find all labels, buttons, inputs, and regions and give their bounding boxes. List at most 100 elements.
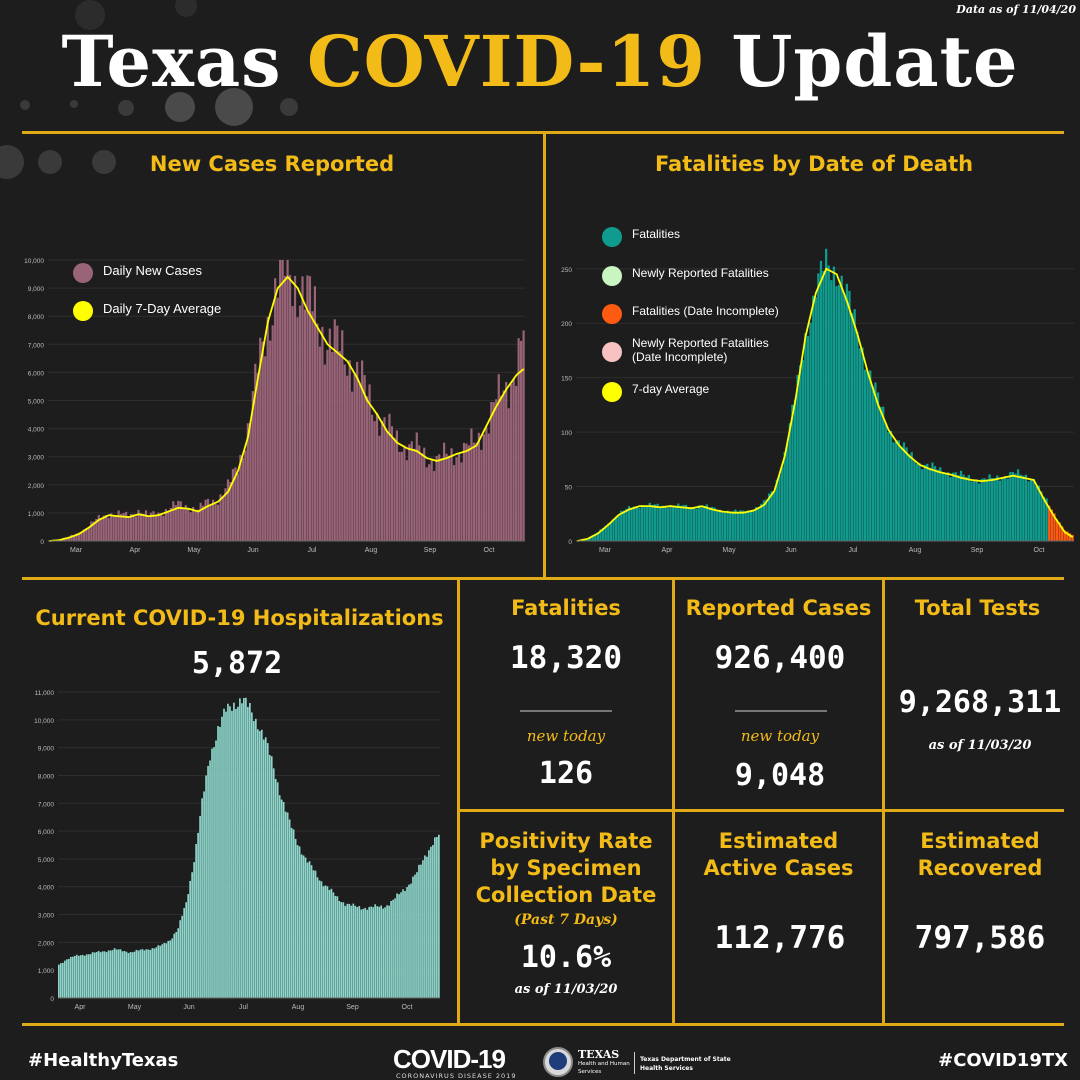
legend-newly-reported-incomplete: Newly Reported Fatalities (Date Incomple… <box>602 336 792 364</box>
data-bar <box>718 509 721 541</box>
x-tick-label: Oct <box>484 547 495 554</box>
data-bar <box>648 502 651 541</box>
data-bar <box>775 479 779 541</box>
data-bar <box>713 507 716 541</box>
data-bar <box>101 951 104 998</box>
data-bar <box>298 846 301 998</box>
positivity-label: Positivity Rate by Specimen Collection D… <box>460 828 672 909</box>
data-bar <box>147 515 150 541</box>
data-bar <box>87 954 90 998</box>
data-bar <box>211 748 213 998</box>
data-bar <box>219 494 222 541</box>
data-bar <box>1037 485 1040 541</box>
data-bar <box>871 386 874 541</box>
y-tick-label: 150 <box>561 376 572 383</box>
data-bar <box>726 510 729 541</box>
data-bar <box>207 498 210 541</box>
y-tick-label: 4,000 <box>28 427 45 434</box>
data-bar <box>812 295 815 541</box>
data-bar <box>522 330 525 541</box>
data-bar <box>972 480 976 541</box>
total-tests-value: 9,268,311 <box>898 685 1062 720</box>
data-bar <box>127 517 130 541</box>
data-bar <box>690 507 693 541</box>
data-bar <box>669 504 672 541</box>
data-bar <box>291 306 294 541</box>
data-bar <box>258 731 261 998</box>
data-bar <box>939 467 942 541</box>
data-bar <box>418 445 421 541</box>
data-bar <box>492 402 495 541</box>
data-bar <box>278 795 281 998</box>
data-bar <box>249 422 252 541</box>
data-bar <box>231 469 235 541</box>
data-bar <box>338 351 341 541</box>
data-bar <box>390 900 392 998</box>
cases-new-value: 9,048 <box>734 758 826 793</box>
data-bar <box>224 488 227 541</box>
data-bar <box>122 512 125 541</box>
data-bar <box>229 706 231 998</box>
y-tick-label: 7,000 <box>38 801 55 808</box>
data-bar <box>731 511 734 541</box>
data-bar <box>900 447 903 541</box>
data-bar <box>282 801 285 998</box>
fatalities-chart: 0 50 100 150 200 250 Mar Apr May Jun Jul Aug Sep Oct <box>561 248 1074 554</box>
data-bar <box>97 950 100 998</box>
data-bar <box>382 908 384 998</box>
data-bar <box>112 515 115 541</box>
data-bar <box>653 504 657 541</box>
data-bar <box>362 908 365 998</box>
data-bar <box>1045 498 1048 541</box>
data-bar <box>368 906 371 998</box>
data-bar <box>640 505 644 541</box>
x-tick-label: Sep <box>971 547 984 554</box>
data-bar <box>390 426 394 541</box>
data-bar <box>139 513 143 541</box>
data-bar <box>370 906 373 998</box>
title-update: Update <box>731 20 1019 103</box>
data-bar <box>266 316 269 541</box>
data-bar <box>778 474 781 541</box>
data-bar <box>375 412 379 541</box>
legend-dot-icon <box>602 342 622 362</box>
data-bar <box>404 891 406 998</box>
data-bar <box>227 703 229 998</box>
data-bar <box>744 512 747 541</box>
data-bar <box>125 951 128 998</box>
x-tick-label: Jul <box>849 547 858 554</box>
data-bar <box>326 349 329 541</box>
data-bar <box>311 311 314 541</box>
total-tests-label: Total Tests <box>914 596 1041 620</box>
positivity-label-line2: by Specimen <box>490 856 642 880</box>
data-bar <box>164 509 167 541</box>
x-tick-label: Mar <box>70 547 83 554</box>
data-bar <box>161 944 164 998</box>
data-bar <box>928 467 932 541</box>
data-bar <box>400 892 402 998</box>
data-bar <box>149 949 152 998</box>
data-bar <box>438 454 441 541</box>
data-bar <box>301 276 304 541</box>
data-bar <box>129 514 133 541</box>
data-bar <box>189 512 192 541</box>
average-line <box>49 275 525 542</box>
data-bar <box>191 872 193 998</box>
data-bar <box>332 892 335 998</box>
divider-stats-left <box>457 577 460 1024</box>
data-bar <box>1024 474 1028 541</box>
legend-newly-reported: Newly Reported Fatalities <box>602 266 769 286</box>
data-bar <box>415 432 418 541</box>
data-bar <box>819 260 823 541</box>
data-bar <box>475 442 478 541</box>
data-bar <box>384 907 386 998</box>
data-bar <box>149 512 153 541</box>
data-bar <box>957 475 960 541</box>
data-bar <box>328 328 331 541</box>
y-tick-label: 10,000 <box>24 258 44 265</box>
data-bar <box>721 511 724 541</box>
title-covid19: COVID-19 <box>306 20 706 103</box>
data-bar <box>169 940 172 998</box>
data-bar <box>398 451 401 541</box>
data-bar <box>363 375 366 541</box>
